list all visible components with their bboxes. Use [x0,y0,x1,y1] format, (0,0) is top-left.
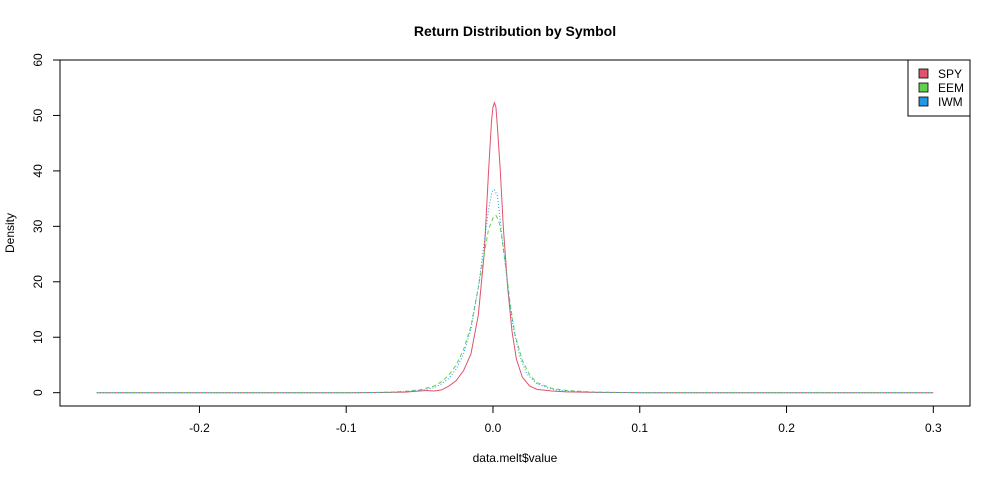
legend-label-eem: EEM [938,81,964,95]
series-line-iwm [96,189,934,394]
chart-title: Return Distribution by Symbol [414,23,616,39]
y-tick-label: 40 [31,164,45,178]
x-axis: -0.2 -0.1 0.0 0.1 0.2 0.3 [189,405,942,435]
legend-swatch-eem [918,82,929,93]
x-axis-label: data.melt$value [473,451,558,465]
y-tick-label: 30 [31,219,45,233]
plot-frame [59,59,971,407]
y-tick-label: 0 [31,389,45,396]
legend-label-iwm: IWM [938,95,963,109]
y-axis-label: Density [3,213,17,253]
legend-box [907,59,971,117]
legend-label-spy: SPY [938,67,962,81]
y-tick-label: 50 [31,108,45,122]
x-tick-label: -0.1 [336,421,357,435]
x-tick-label: -0.2 [189,421,210,435]
y-tick-label: 20 [31,275,45,289]
x-tick-label: 0.1 [631,421,648,435]
legend-swatch-spy [918,68,929,79]
x-tick-label: 0.0 [485,421,502,435]
y-tick-label: 60 [31,53,45,67]
x-tick-label: 0.3 [925,421,942,435]
legend-swatch-iwm [918,96,929,107]
density-curves [96,101,934,394]
y-axis: 0 10 20 30 40 50 60 [31,53,61,396]
y-tick-label: 10 [31,330,45,344]
series-line-eem [96,214,934,394]
series-line-spy [96,101,934,394]
x-tick-label: 0.2 [778,421,795,435]
